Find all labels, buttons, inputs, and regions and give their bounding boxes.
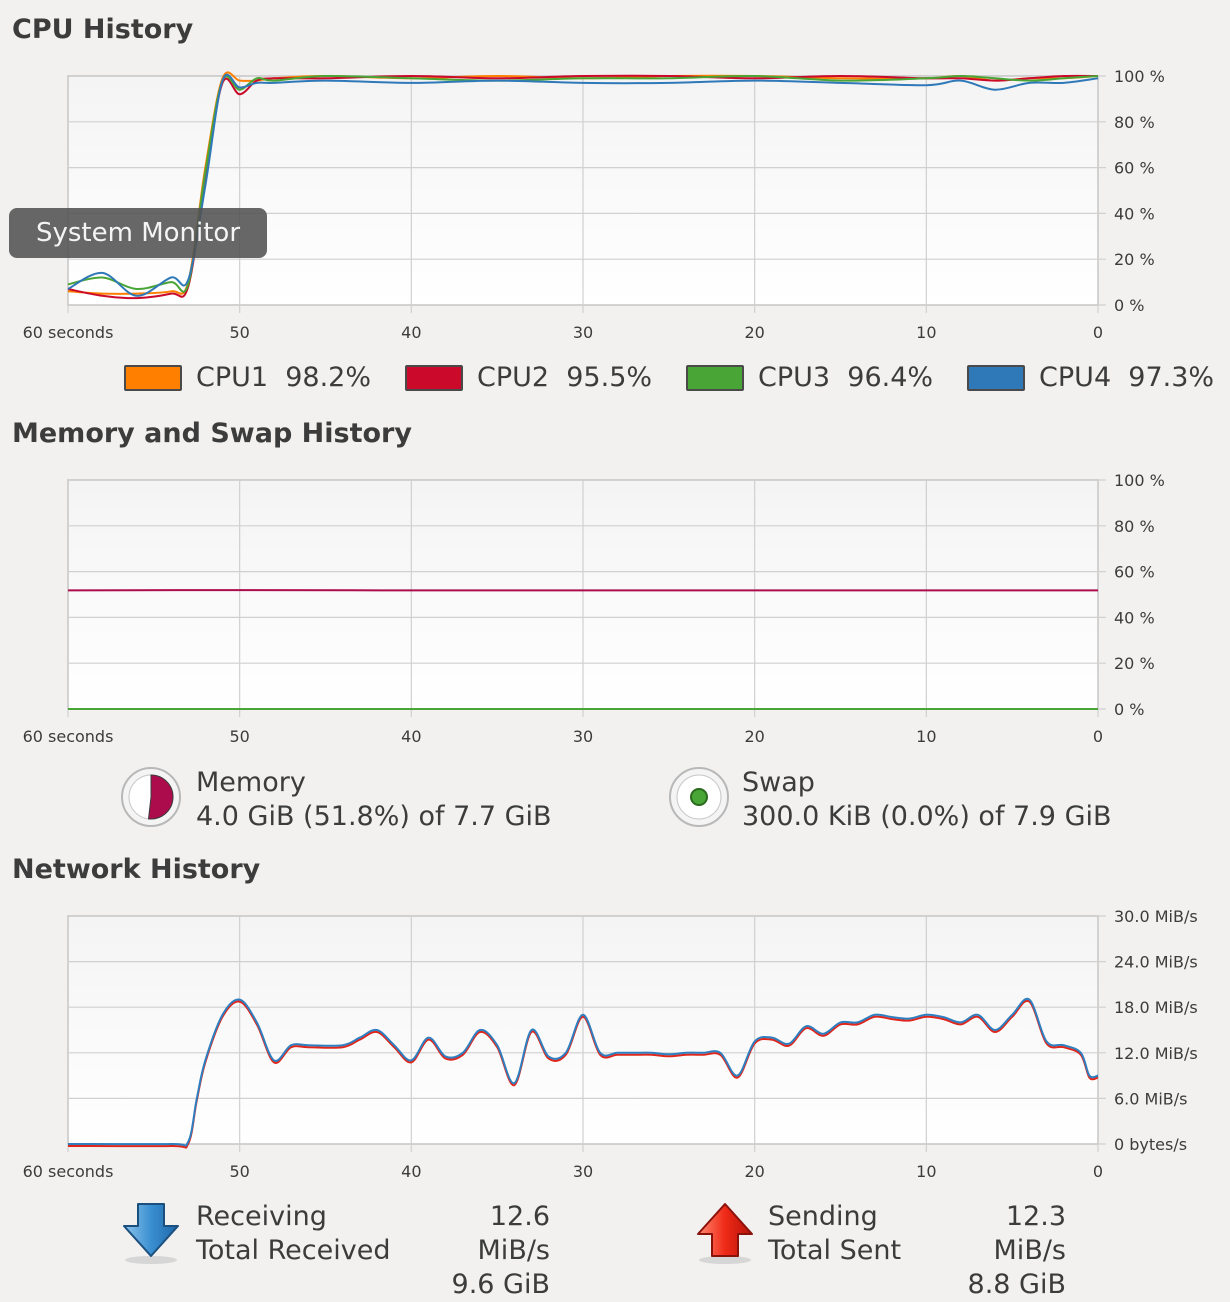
sending-legend: Sending Total Sent 12.3 MiB/s 8.8 GiB	[694, 1200, 1066, 1302]
net-x-tick: 60 seconds	[23, 1162, 114, 1181]
net-x-tick: 50	[229, 1162, 249, 1181]
total-received-value: 9.6 GiB	[410, 1268, 550, 1302]
system-monitor-tooltip: System Monitor	[9, 208, 267, 258]
net-x-tick: 30	[573, 1162, 593, 1181]
receiving-value: 12.6 MiB/s	[410, 1200, 550, 1268]
receiving-legend: Receiving Total Received 12.6 MiB/s 9.6 …	[120, 1200, 550, 1302]
total-sent-label: Total Sent	[768, 1234, 928, 1268]
total-sent-value: 8.8 GiB	[928, 1268, 1066, 1302]
net-y-tick: 18.0 MiB/s	[1114, 998, 1198, 1017]
sending-label: Sending	[768, 1200, 928, 1234]
total-received-label: Total Received	[196, 1234, 410, 1268]
upload-arrow-icon[interactable]	[694, 1200, 756, 1266]
net-x-tick: 0	[1093, 1162, 1103, 1181]
network-history-graph: 30.0 MiB/s 24.0 MiB/s 18.0 MiB/s 12.0 MiB/s…	[0, 0, 1230, 1200]
sending-value: 12.3 MiB/s	[928, 1200, 1066, 1268]
net-y-tick: 30.0 MiB/s	[1114, 907, 1198, 926]
net-y-tick: 12.0 MiB/s	[1114, 1044, 1198, 1063]
net-y-tick: 24.0 MiB/s	[1114, 953, 1198, 972]
receiving-label: Receiving	[196, 1200, 410, 1234]
net-x-tick: 10	[916, 1162, 936, 1181]
net-x-tick: 20	[744, 1162, 764, 1181]
download-arrow-icon[interactable]	[120, 1200, 182, 1266]
net-x-tick: 40	[401, 1162, 421, 1181]
net-y-tick: 0 bytes/s	[1114, 1135, 1187, 1154]
net-y-tick: 6.0 MiB/s	[1114, 1089, 1187, 1108]
